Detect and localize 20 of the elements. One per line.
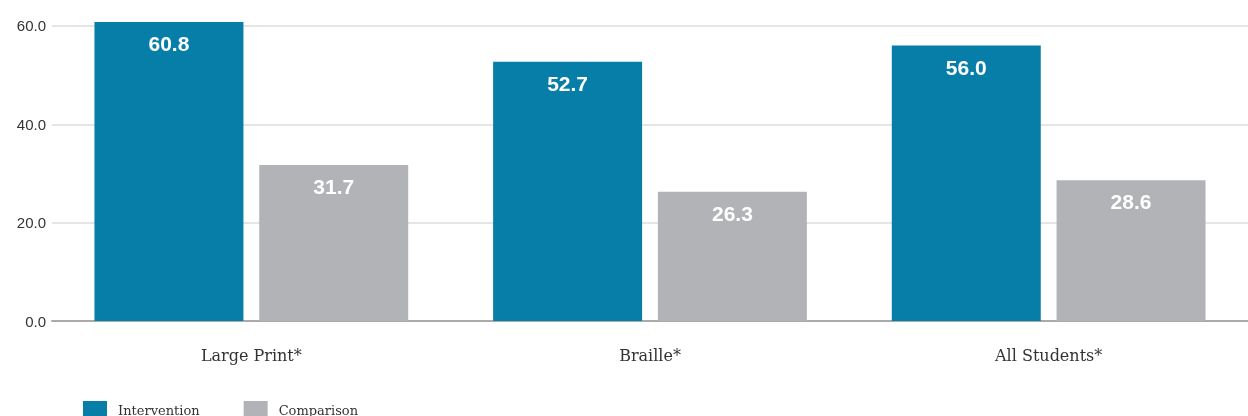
bar bbox=[493, 61, 643, 321]
data-label: 31.7 bbox=[313, 175, 355, 199]
y-tick-label: 20.0 bbox=[16, 214, 46, 232]
bar bbox=[891, 45, 1041, 321]
data-label: 60.8 bbox=[148, 31, 190, 55]
x-tick-label: All Students* bbox=[994, 345, 1103, 365]
y-tick-label: 0.0 bbox=[25, 312, 46, 330]
data-label: 52.7 bbox=[547, 71, 589, 95]
legend-label: Intervention bbox=[118, 402, 201, 416]
data-label: 26.3 bbox=[711, 201, 753, 225]
data-label: 28.6 bbox=[1110, 190, 1152, 214]
bar bbox=[657, 191, 807, 321]
x-tick-label: Large Print* bbox=[200, 345, 302, 365]
bar bbox=[1056, 180, 1206, 321]
x-tick-label: Braille* bbox=[619, 345, 681, 365]
bar bbox=[94, 21, 244, 321]
bar bbox=[259, 165, 409, 321]
y-tick-label: 40.0 bbox=[16, 115, 46, 133]
y-tick-label: 60.0 bbox=[16, 17, 46, 35]
data-label: 56.0 bbox=[945, 55, 987, 79]
